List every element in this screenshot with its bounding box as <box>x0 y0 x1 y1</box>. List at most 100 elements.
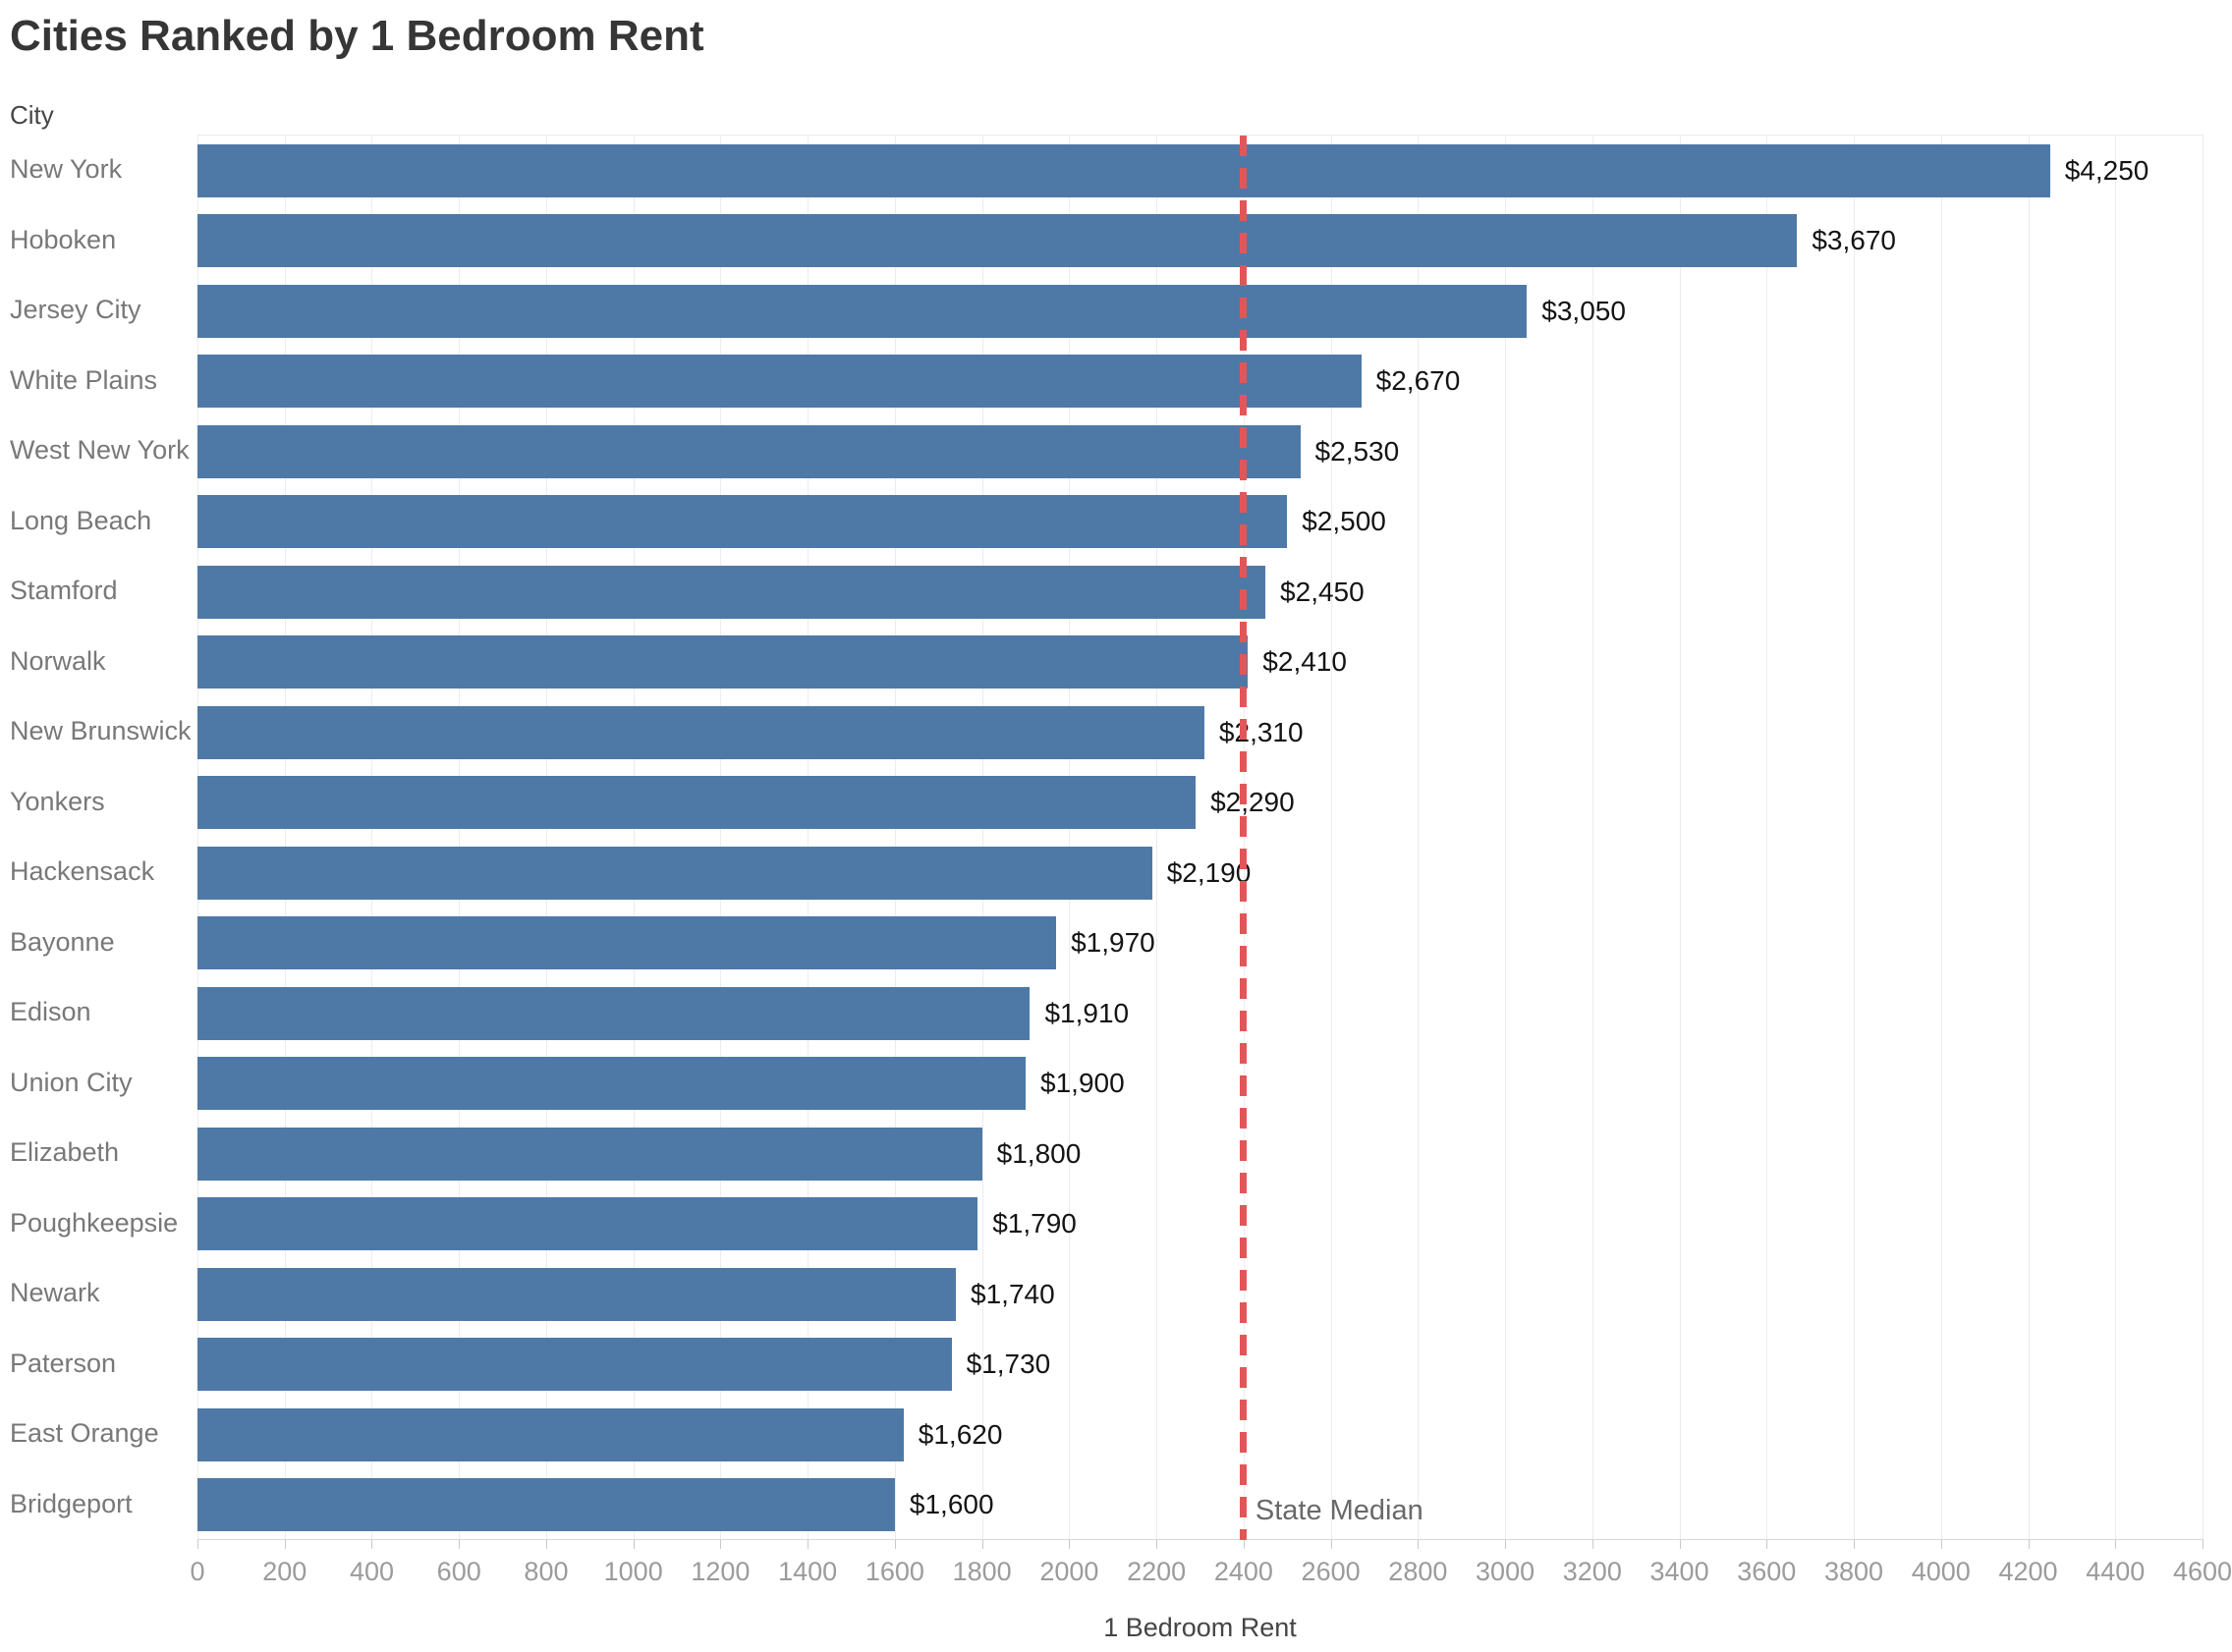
city-label-east-orange: East Orange <box>10 1418 159 1449</box>
bar-yonkers[interactable] <box>197 776 1197 830</box>
x-tick-label: 1200 <box>691 1557 751 1586</box>
gridline <box>2115 136 2117 1540</box>
bar-new-york[interactable] <box>197 143 2050 197</box>
bar-value-label: $2,500 <box>1302 506 1386 537</box>
x-tick-label: 3000 <box>1476 1557 1535 1586</box>
bar-stamford[interactable] <box>197 565 1266 619</box>
bar-newark[interactable] <box>197 1267 957 1321</box>
city-label-elizabeth: Elizabeth <box>10 1137 120 1168</box>
bar-elizabeth[interactable] <box>197 1127 982 1181</box>
city-label-long-beach: Long Beach <box>10 505 152 535</box>
bar-norwalk[interactable] <box>197 635 1249 689</box>
city-label-newark: Newark <box>10 1278 100 1308</box>
x-tick-mark <box>2028 1540 2030 1549</box>
gridline <box>720 136 722 1540</box>
city-label-paterson: Paterson <box>10 1348 117 1378</box>
bar-poughkeepsie[interactable] <box>197 1197 978 1251</box>
x-tick-label: 400 <box>349 1557 394 1586</box>
gridline <box>1940 136 1942 1540</box>
x-tick-mark <box>1418 1540 1420 1549</box>
bar-hoboken[interactable] <box>197 214 1798 268</box>
x-tick-label: 0 <box>190 1557 205 1586</box>
x-tick-mark <box>1069 1540 1071 1549</box>
city-label-hoboken: Hoboken <box>10 224 117 254</box>
city-label-bayonne: Bayonne <box>10 926 115 957</box>
gridline <box>1156 136 1158 1540</box>
bar-white-plains[interactable] <box>197 355 1362 409</box>
city-label-union-city: Union City <box>10 1067 133 1097</box>
city-label-hackensack: Hackensack <box>10 856 155 887</box>
bar-jersey-city[interactable] <box>197 284 1528 338</box>
city-label-new-york: New York <box>10 154 123 185</box>
x-tick-mark <box>720 1540 722 1549</box>
gridline <box>1591 136 1593 1540</box>
bar-value-label: $1,970 <box>1071 927 1155 959</box>
plot-area: $4,250 $3,670 $3,050 $2,670 $2,530 $2,500 $2,4… <box>197 135 2204 1540</box>
x-tick-label: 1600 <box>865 1557 924 1586</box>
bar-east-orange[interactable] <box>197 1407 904 1461</box>
x-tick-label: 4400 <box>2086 1557 2146 1586</box>
bar-value-label: $2,290 <box>1210 787 1295 818</box>
city-label-white-plains: White Plains <box>10 364 158 395</box>
city-label-yonkers: Yonkers <box>10 786 105 816</box>
city-label-bridgeport: Bridgeport <box>10 1488 133 1518</box>
bar-new-brunswick[interactable] <box>197 705 1204 759</box>
bar-west-new-york[interactable] <box>197 424 1301 478</box>
x-tick-mark <box>1591 1540 1593 1549</box>
gridline <box>1505 136 1507 1540</box>
y-axis-labels: New York Hoboken Jersey City White Plains We… <box>10 135 196 1539</box>
bar-long-beach[interactable] <box>197 495 1288 549</box>
x-tick-label: 2600 <box>1301 1557 1361 1586</box>
x-tick-label: 800 <box>524 1557 569 1586</box>
x-tick-mark <box>1766 1540 1768 1549</box>
bar-value-label: $3,050 <box>1541 295 1626 326</box>
city-label-poughkeepsie: Poughkeepsie <box>10 1207 179 1238</box>
bar-hackensack[interactable] <box>197 846 1152 900</box>
bar-value-label: $1,790 <box>992 1208 1077 1239</box>
gridline <box>1679 136 1681 1540</box>
state-median-label: State Median <box>1255 1495 1423 1526</box>
x-tick-mark <box>1679 1540 1681 1549</box>
bar-value-label: $2,670 <box>1375 365 1461 397</box>
bar-value-label: $1,620 <box>918 1418 1003 1450</box>
city-label-west-new-york: West New York <box>10 435 190 466</box>
x-tick-mark <box>1854 1540 1856 1549</box>
bar-paterson[interactable] <box>197 1338 952 1392</box>
bar-edison[interactable] <box>197 986 1031 1040</box>
bar-value-label: $1,900 <box>1040 1068 1125 1099</box>
x-tick-label: 4600 <box>2172 1557 2232 1586</box>
x-tick-label: 2000 <box>1039 1557 1099 1586</box>
bar-value-label: $2,410 <box>1262 646 1347 678</box>
bar-value-label: $1,740 <box>971 1278 1055 1309</box>
x-axis-title: 1 Bedroom Rent <box>1103 1613 1297 1642</box>
x-tick-label: 4200 <box>1998 1557 2058 1586</box>
x-tick-label: 200 <box>262 1557 307 1586</box>
gridline <box>808 136 809 1540</box>
gridline <box>545 136 547 1540</box>
x-tick-label: 1800 <box>952 1557 1012 1586</box>
x-tick-mark <box>633 1540 635 1549</box>
bar-value-label: $2,310 <box>1218 716 1304 747</box>
x-tick-mark <box>2115 1540 2117 1549</box>
bar-value-label: $2,530 <box>1314 435 1400 467</box>
city-label-norwalk: Norwalk <box>10 645 106 676</box>
bar-union-city[interactable] <box>197 1057 1027 1111</box>
gridline <box>1766 136 1768 1540</box>
x-tick-label: 3800 <box>1823 1557 1884 1586</box>
x-tick-label: 2800 <box>1388 1557 1448 1586</box>
gridline <box>1854 136 1856 1540</box>
x-axis-line <box>197 1539 2204 1540</box>
x-tick-label: 600 <box>436 1557 481 1586</box>
city-label-new-brunswick: New Brunswick <box>10 716 192 746</box>
x-tick-mark <box>459 1540 461 1549</box>
x-tick-mark <box>197 1540 198 1549</box>
y-axis-header: City <box>10 100 54 130</box>
x-tick-mark <box>284 1540 286 1549</box>
gridline <box>197 136 198 1540</box>
bar-bridgeport[interactable] <box>197 1478 895 1532</box>
gridline <box>2028 136 2030 1540</box>
x-tick-mark <box>981 1540 983 1549</box>
bar-value-label: $1,730 <box>966 1349 1051 1380</box>
bar-bayonne[interactable] <box>197 916 1057 970</box>
